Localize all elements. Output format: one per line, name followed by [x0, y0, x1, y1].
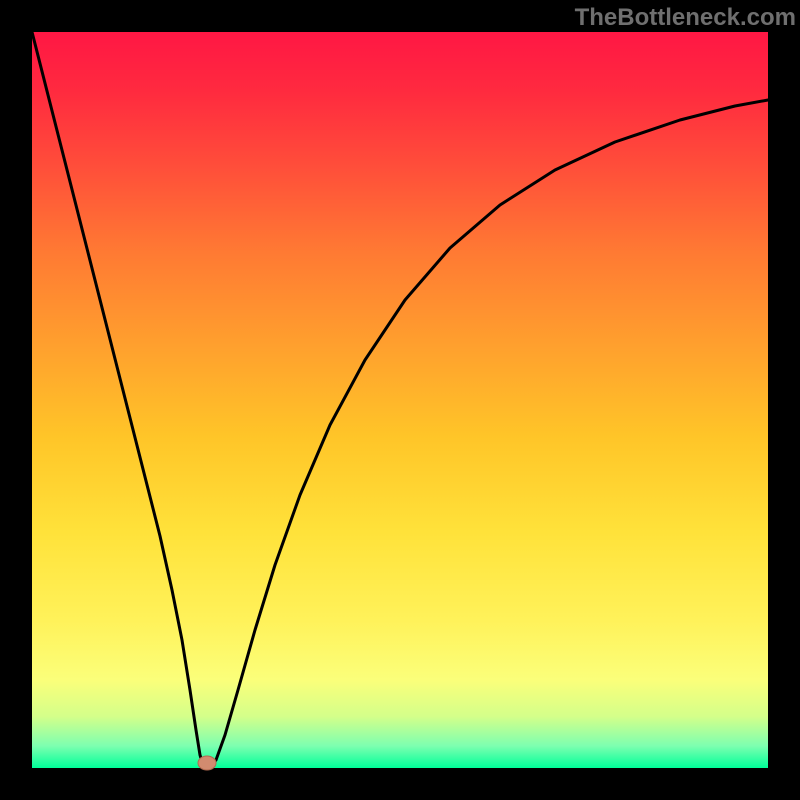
chart-container: TheBottleneck.com	[0, 0, 800, 800]
watermark-text: TheBottleneck.com	[575, 4, 796, 32]
optimal-marker	[198, 756, 216, 770]
bottleneck-curve	[32, 32, 768, 768]
curve-layer	[0, 0, 800, 800]
